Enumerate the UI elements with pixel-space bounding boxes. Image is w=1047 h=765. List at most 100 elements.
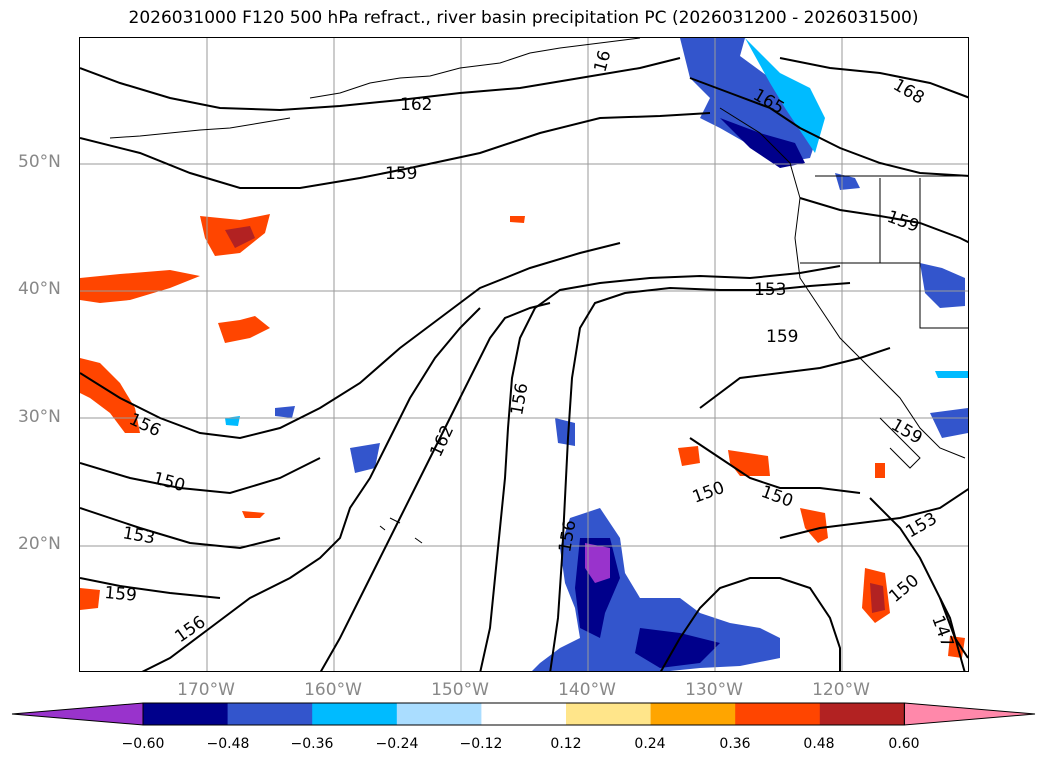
precip-blob-ce-5	[510, 216, 525, 223]
contour-label: 162	[400, 95, 432, 115]
lat-label: 50°N	[18, 152, 61, 172]
contour-153-east	[779, 488, 968, 539]
contour-156-center	[479, 265, 841, 671]
precip-fills	[80, 38, 968, 671]
lat-label: 40°N	[18, 279, 61, 299]
contour-label: 168	[890, 75, 928, 109]
precip-blob-mid-blue-3	[275, 406, 295, 418]
state-borders	[800, 178, 968, 329]
coastlines	[109, 38, 968, 544]
precip-blob-mid-blue-1	[350, 443, 380, 473]
colorbar-extend-right	[903, 702, 1036, 726]
aleutians	[109, 117, 291, 139]
lon-label: 150°W	[431, 680, 489, 700]
contour-label: 162	[426, 422, 458, 460]
na-coast	[719, 107, 966, 459]
precip-blob-far-ne	[835, 173, 860, 190]
colorbar-tick-label: −0.48	[206, 736, 250, 752]
baja	[879, 417, 921, 469]
colorbar-tick-label: −0.12	[459, 736, 503, 752]
precip-blob-east-40n	[920, 263, 965, 308]
precip-blob-ce-7	[875, 463, 885, 478]
contour-165-ne	[689, 77, 968, 177]
contour-159-east	[799, 197, 968, 244]
contour-label: 156	[507, 381, 532, 416]
contour-150-center	[659, 347, 891, 671]
contour-label: 16	[591, 48, 616, 74]
lat-label: 30°N	[18, 407, 61, 427]
colorbar-segment	[143, 703, 229, 725]
precip-blob-ce-2	[728, 450, 770, 476]
contour-label: 159	[888, 415, 926, 449]
contour-labels: 162 159 156 150 153 156 162 150 150 153 …	[104, 48, 958, 650]
contour-label: 159	[884, 207, 921, 237]
contour-label: 147	[927, 613, 957, 650]
colorbar-tick-label: −0.36	[290, 736, 334, 752]
colorbar-segment	[650, 703, 736, 725]
precip-blob-west-18n	[80, 588, 100, 610]
colorbar-outline	[142, 702, 905, 726]
colorbar-segment	[819, 703, 905, 725]
colorbar-segments	[11, 702, 1036, 726]
graticule	[80, 38, 968, 671]
colorbar-segment	[227, 703, 313, 725]
map-canvas: 162 159 156 150 153 156 162 150 150 153 …	[80, 38, 968, 671]
contour-162-north	[80, 57, 681, 112]
map-panel[interactable]: 162 159 156 150 153 156 162 150 150 153 …	[79, 37, 969, 672]
hawaii	[379, 517, 423, 544]
precip-blob-ce-4-core	[870, 583, 885, 613]
contour-label: 153	[121, 523, 156, 548]
contour-147-east	[939, 597, 966, 671]
contour-label: 153	[903, 509, 941, 543]
colorbar-extend-left	[11, 702, 144, 726]
colorbar-tick-label: −0.24	[375, 736, 419, 752]
contour-label: 153	[754, 280, 786, 300]
contour-label: 150	[690, 478, 727, 508]
contour-label: 156	[126, 409, 164, 441]
colorbar-tick-label: 0.36	[719, 736, 751, 752]
precip-blob-ne-coast-core	[720, 118, 805, 168]
contour-label: 159	[104, 583, 138, 606]
contour-label: 159	[766, 327, 798, 347]
precip-blob-ce-3	[800, 508, 828, 543]
precip-blob-ne-coast-edge	[745, 38, 825, 153]
contour-150-west	[80, 457, 321, 495]
contour-156-sw	[141, 307, 481, 671]
contour-label: 159	[385, 164, 417, 184]
colorbar-tick-label: 0.24	[634, 736, 666, 752]
alaska-coast	[309, 38, 641, 99]
precip-blob-west-45n-core	[225, 226, 255, 248]
refractivity-contours	[80, 57, 968, 671]
precip-blob-ce-1	[678, 446, 700, 466]
colorbar-segment	[735, 703, 821, 725]
colorbar-tick-label: 0.48	[803, 736, 835, 752]
lat-label: 20°N	[18, 534, 61, 554]
precip-blob-east-37n	[935, 371, 968, 378]
colorbar-segment	[481, 703, 567, 725]
contour-159-sw	[80, 577, 221, 599]
precip-blob-south-bottom	[635, 628, 720, 668]
lon-label: 130°W	[685, 680, 743, 700]
colorbar-segment	[396, 703, 482, 725]
contour-159-north	[80, 112, 711, 189]
contour-153-west	[80, 507, 281, 550]
contour-168-ne	[779, 57, 968, 99]
precip-blob-west-25n	[242, 511, 265, 518]
map-title: 2026031000 F120 500 hPa refract., river …	[128, 8, 919, 28]
contour-label: 150	[151, 469, 188, 497]
contour-156-west	[80, 242, 621, 440]
precip-blob-west-40n	[80, 270, 200, 303]
precip-blob-mid-blue-2	[555, 418, 575, 446]
colorbar-tick-label: 0.12	[550, 736, 582, 752]
precip-blob-south-peak	[585, 543, 610, 583]
colorbar	[11, 702, 1036, 726]
precip-blob-east-32n	[930, 408, 968, 438]
colorbar-tick-label: −0.60	[121, 736, 165, 752]
colorbar-segment	[312, 703, 398, 725]
lon-label: 120°W	[812, 680, 870, 700]
colorbar-segment	[566, 703, 652, 725]
contour-label: 150	[758, 482, 795, 512]
lon-label: 170°W	[177, 680, 235, 700]
colorbar-tick-label: 0.60	[888, 736, 920, 752]
contour-153-center	[549, 282, 851, 671]
